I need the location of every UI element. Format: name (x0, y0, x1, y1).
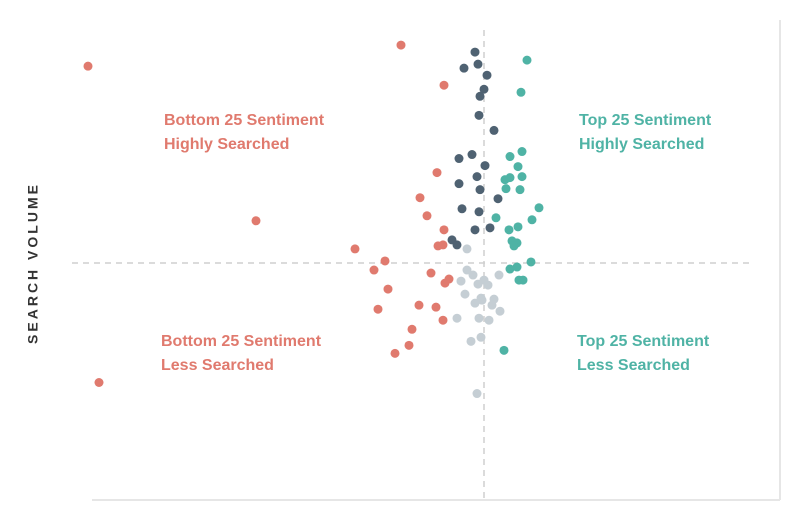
point (83, 61, 93, 71)
quadrant-label: Highly Searched (579, 136, 704, 153)
point (475, 185, 485, 195)
point (527, 215, 537, 225)
point (474, 313, 484, 323)
point (504, 225, 514, 235)
point (473, 279, 483, 289)
y-axis-label: SEARCH VOLUME (25, 182, 41, 344)
point (477, 295, 487, 305)
point (415, 193, 425, 203)
point (373, 304, 383, 314)
point (444, 274, 454, 284)
quadrant-label: Bottom 25 Sentiment (161, 333, 322, 350)
point (514, 275, 524, 285)
point (472, 389, 482, 399)
point (509, 241, 519, 251)
point (439, 80, 449, 90)
quadrant-label: Bottom 25 Sentiment (164, 112, 325, 129)
point (485, 223, 495, 233)
point (480, 161, 490, 171)
point (515, 185, 525, 195)
point (472, 172, 482, 182)
point (454, 154, 464, 164)
point (407, 324, 417, 334)
point (404, 340, 414, 350)
point (474, 110, 484, 120)
point (495, 306, 505, 316)
point (452, 240, 462, 250)
point (505, 152, 515, 162)
point (452, 313, 462, 323)
point (251, 216, 261, 226)
point (422, 211, 432, 221)
point (482, 70, 492, 80)
point (476, 332, 486, 342)
point (475, 91, 485, 101)
point (473, 59, 483, 69)
quadrant-label: Highly Searched (164, 136, 289, 153)
point (426, 268, 436, 278)
point (459, 63, 469, 73)
point (483, 280, 493, 290)
point (380, 256, 390, 266)
point (517, 172, 527, 182)
point (470, 47, 480, 57)
point (484, 315, 494, 325)
point (460, 289, 470, 299)
point (414, 300, 424, 310)
point (462, 244, 472, 254)
point (534, 203, 544, 213)
point (494, 270, 504, 280)
point (431, 302, 441, 312)
point (432, 168, 442, 178)
point (499, 345, 509, 355)
point (383, 284, 393, 294)
point (439, 225, 449, 235)
point (94, 378, 104, 387)
quadrant-label: Less Searched (577, 357, 690, 374)
point (474, 207, 484, 217)
point (487, 300, 497, 310)
point (522, 55, 532, 65)
point (467, 150, 477, 160)
point (369, 265, 379, 275)
point (501, 184, 511, 194)
point (513, 222, 523, 232)
point (390, 348, 400, 358)
point (456, 276, 466, 286)
point (517, 147, 527, 157)
point (438, 315, 448, 325)
point (513, 162, 523, 172)
point (470, 225, 480, 235)
quadrant-label: Top 25 Sentiment (577, 333, 710, 350)
point (470, 298, 480, 308)
quadrant-label: Top 25 Sentiment (579, 112, 712, 129)
point (516, 87, 526, 97)
point (493, 194, 503, 204)
point (479, 84, 489, 94)
point (396, 40, 406, 50)
point (512, 262, 522, 272)
point (462, 265, 472, 275)
point (491, 213, 501, 223)
quadrant-label: Less Searched (161, 357, 274, 374)
point (438, 240, 448, 250)
point (489, 125, 499, 135)
point (505, 173, 515, 183)
point (457, 204, 467, 214)
point (526, 257, 536, 267)
point (505, 264, 515, 274)
point (468, 270, 478, 280)
point (350, 244, 360, 254)
point (454, 179, 464, 189)
point (466, 336, 476, 346)
